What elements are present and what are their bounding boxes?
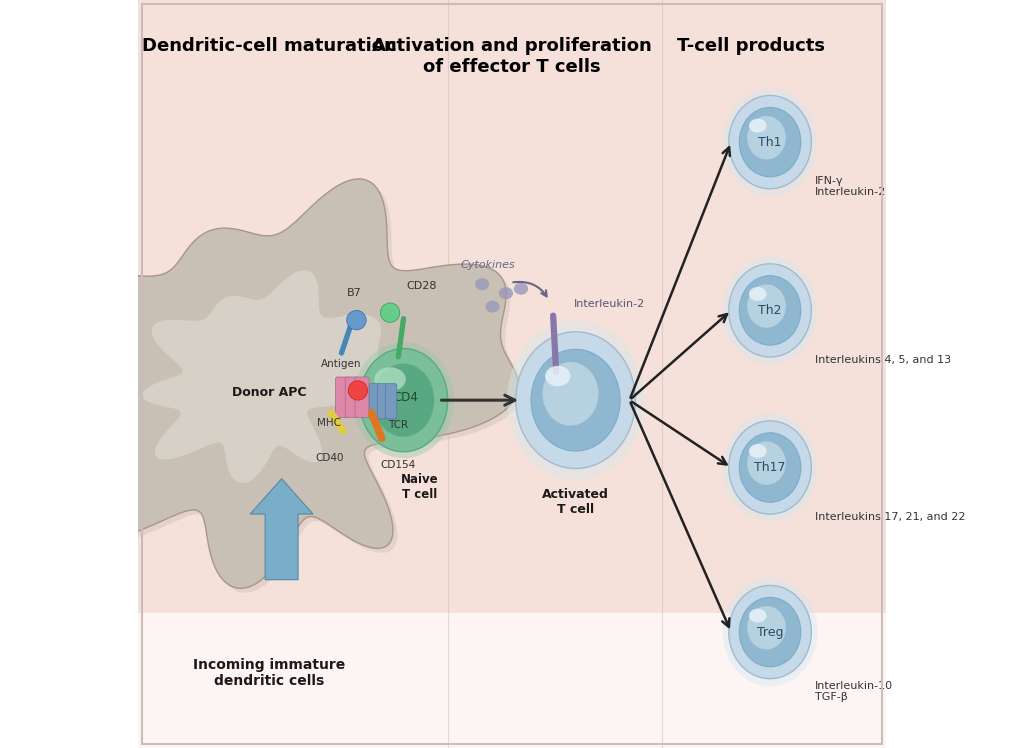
Text: Dendritic-cell maturation: Dendritic-cell maturation xyxy=(141,37,396,55)
Text: Interleukins 4, 5, and 13: Interleukins 4, 5, and 13 xyxy=(815,355,951,365)
Ellipse shape xyxy=(514,283,528,295)
Text: Activation and proliferation
of effector T cells: Activation and proliferation of effector… xyxy=(372,37,652,76)
Text: MHC: MHC xyxy=(316,418,341,429)
Ellipse shape xyxy=(749,444,767,458)
Ellipse shape xyxy=(723,413,817,522)
Ellipse shape xyxy=(723,256,817,365)
Polygon shape xyxy=(250,479,313,580)
Ellipse shape xyxy=(545,366,570,386)
Ellipse shape xyxy=(723,577,817,687)
Ellipse shape xyxy=(729,586,811,678)
Ellipse shape xyxy=(748,116,785,159)
Text: CD4: CD4 xyxy=(393,390,418,404)
Text: B7: B7 xyxy=(347,288,361,298)
Polygon shape xyxy=(47,179,518,588)
Text: Naive
T cell: Naive T cell xyxy=(401,473,439,501)
Text: Th17: Th17 xyxy=(755,461,785,474)
Text: CD154: CD154 xyxy=(381,460,416,470)
Text: CD40: CD40 xyxy=(315,453,344,463)
Ellipse shape xyxy=(373,364,434,437)
Ellipse shape xyxy=(749,119,767,132)
Ellipse shape xyxy=(723,88,817,197)
Text: Th1: Th1 xyxy=(759,135,781,149)
FancyBboxPatch shape xyxy=(369,384,380,419)
Ellipse shape xyxy=(359,349,447,452)
Ellipse shape xyxy=(507,321,644,479)
Text: Activated
T cell: Activated T cell xyxy=(542,488,609,516)
Text: Interleukin-10
TGF-β: Interleukin-10 TGF-β xyxy=(815,681,893,702)
Ellipse shape xyxy=(729,96,811,188)
Text: Cytokines: Cytokines xyxy=(461,260,515,270)
Ellipse shape xyxy=(739,433,801,502)
Ellipse shape xyxy=(531,349,621,451)
Ellipse shape xyxy=(353,343,454,458)
Ellipse shape xyxy=(739,276,801,345)
Text: Th2: Th2 xyxy=(759,304,781,317)
Ellipse shape xyxy=(729,264,811,357)
Ellipse shape xyxy=(485,301,500,313)
Ellipse shape xyxy=(748,284,785,328)
FancyBboxPatch shape xyxy=(378,384,388,419)
Ellipse shape xyxy=(748,606,785,649)
Text: Incoming immature
dendritic cells: Incoming immature dendritic cells xyxy=(193,658,345,688)
Ellipse shape xyxy=(516,332,635,468)
Ellipse shape xyxy=(375,367,406,391)
Text: TCR: TCR xyxy=(388,420,409,430)
Bar xyxy=(138,613,886,748)
Ellipse shape xyxy=(729,421,811,514)
Text: IFN-γ
Interleukin-2: IFN-γ Interleukin-2 xyxy=(815,176,886,197)
Text: Antigen: Antigen xyxy=(322,358,361,369)
Ellipse shape xyxy=(739,598,801,666)
Ellipse shape xyxy=(348,381,368,400)
FancyBboxPatch shape xyxy=(386,384,397,419)
Text: Interleukin-2: Interleukin-2 xyxy=(574,298,645,309)
Ellipse shape xyxy=(749,287,767,301)
Ellipse shape xyxy=(748,441,785,485)
Ellipse shape xyxy=(499,287,513,299)
Text: Donor APC: Donor APC xyxy=(231,386,306,399)
Text: Interleukins 17, 21, and 22: Interleukins 17, 21, and 22 xyxy=(815,512,966,522)
Polygon shape xyxy=(142,270,387,483)
Ellipse shape xyxy=(749,609,767,622)
Ellipse shape xyxy=(475,278,489,290)
Circle shape xyxy=(347,310,367,330)
FancyBboxPatch shape xyxy=(345,377,359,417)
Text: T-cell products: T-cell products xyxy=(677,37,825,55)
Polygon shape xyxy=(51,183,523,592)
Text: CD28: CD28 xyxy=(407,280,437,291)
FancyBboxPatch shape xyxy=(336,377,349,417)
FancyBboxPatch shape xyxy=(355,377,369,417)
Circle shape xyxy=(380,303,399,322)
Ellipse shape xyxy=(739,108,801,177)
Text: Treg: Treg xyxy=(757,625,783,639)
Ellipse shape xyxy=(543,362,598,426)
